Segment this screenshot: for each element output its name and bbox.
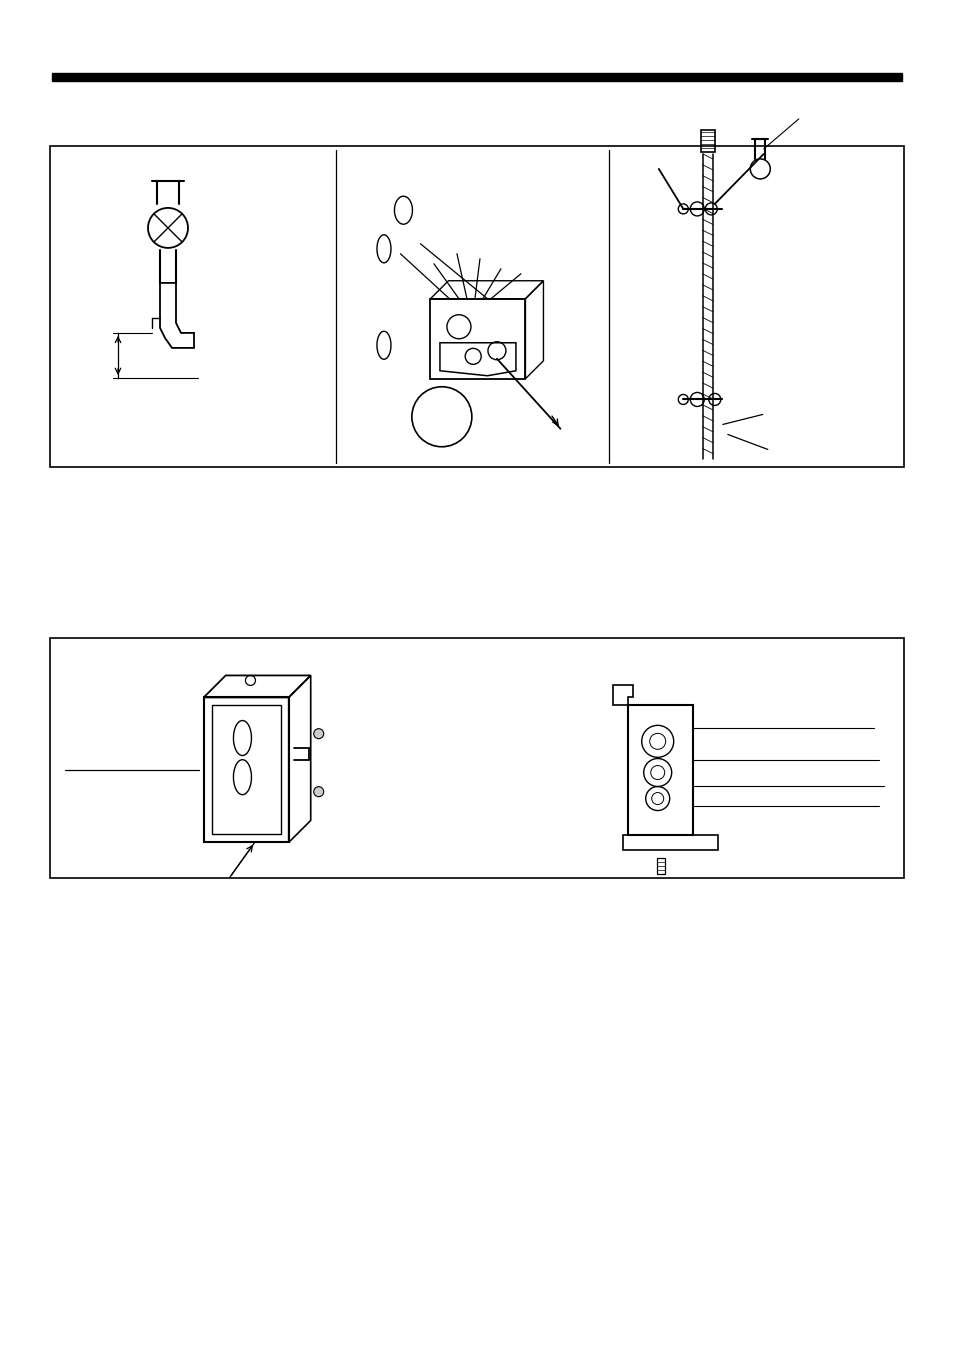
Bar xyxy=(50,146,903,467)
Bar xyxy=(657,858,664,874)
Circle shape xyxy=(314,786,323,797)
Bar xyxy=(628,705,693,835)
Bar xyxy=(623,835,718,850)
Bar xyxy=(50,638,903,878)
Bar xyxy=(700,130,714,151)
Bar xyxy=(212,705,280,835)
Bar xyxy=(52,73,901,81)
Circle shape xyxy=(314,728,323,739)
